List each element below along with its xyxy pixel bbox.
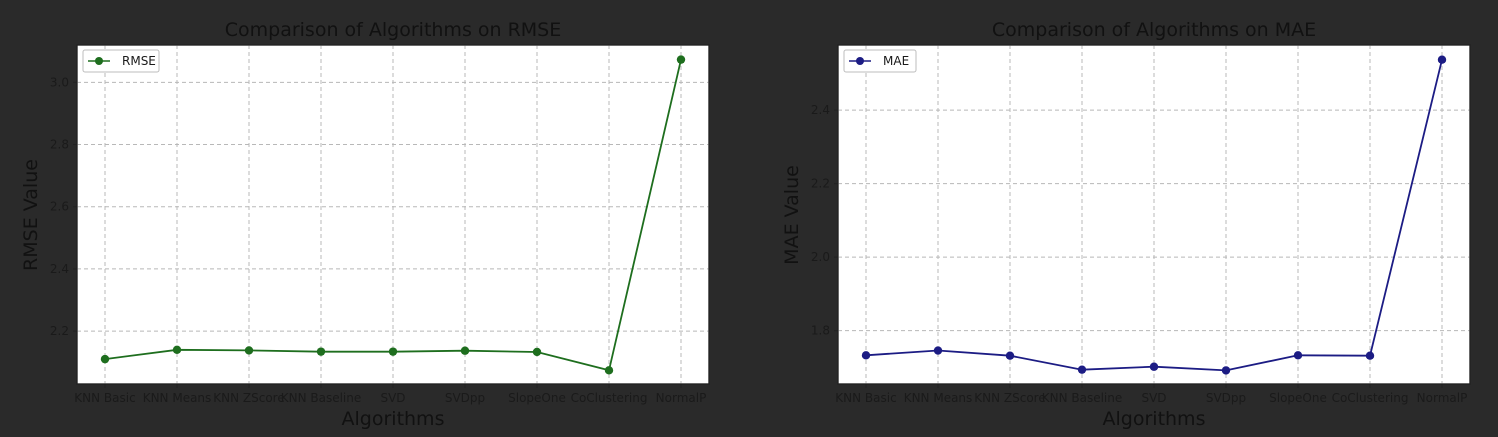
- x-tick-label: KNN Baseline: [1042, 391, 1123, 405]
- y-axis-label: RMSE Value: [20, 159, 42, 271]
- x-axis-label: Algorithms: [1103, 408, 1206, 430]
- legend-marker: [95, 57, 103, 65]
- x-tick-label: NormalP: [1417, 391, 1468, 405]
- data-point: [100, 354, 110, 364]
- x-tick-label: SVD: [1141, 391, 1166, 405]
- data-point: [604, 366, 614, 375]
- data-point: [172, 345, 182, 354]
- chart-title: Comparison of Algorithms on MAE: [992, 19, 1316, 41]
- data-point: [676, 55, 686, 64]
- legend-box: [82, 49, 160, 73]
- y-tick-label: 2.4: [811, 103, 830, 117]
- y-tick-label: 2.8: [50, 138, 69, 152]
- data-point: [316, 347, 326, 356]
- grid: [838, 45, 1470, 384]
- y-tick-label: 2.2: [811, 177, 830, 191]
- data-point: [388, 347, 398, 356]
- y-axis-label: MAE Value: [781, 165, 803, 265]
- grid: [77, 45, 709, 384]
- rmse-chart: Comparison of Algorithms on RMSE KNN Bas…: [20, 19, 710, 430]
- data-marks: [100, 55, 686, 375]
- plot-border: [76, 44, 710, 385]
- y-tick-label: 3.0: [50, 75, 69, 89]
- data-point: [1437, 55, 1447, 64]
- legend-label: MAE: [883, 54, 909, 68]
- y-tick-label: 2.6: [50, 200, 69, 214]
- legend-box: [843, 49, 917, 73]
- x-tick-label: KNN Means: [904, 391, 973, 405]
- x-tick-label: KNN Baseline: [281, 391, 362, 405]
- legend: RMSE: [82, 49, 160, 73]
- mae-chart: Comparison of Algorithms on MAE KNN Basi…: [781, 19, 1471, 430]
- x-tick-label: KNN ZScore: [213, 391, 284, 405]
- legend: MAE: [843, 49, 917, 73]
- x-tick-label: SVD: [380, 391, 405, 405]
- chart-title: Comparison of Algorithms on RMSE: [225, 19, 562, 41]
- x-axis-label: Algorithms: [342, 408, 445, 430]
- x-tick-label: KNN ZScore: [974, 391, 1045, 405]
- data-point: [1077, 365, 1087, 374]
- data-point: [532, 347, 542, 357]
- data-point: [1293, 351, 1303, 360]
- legend-label: RMSE: [122, 54, 156, 68]
- x-tick-label: SVDpp: [445, 391, 485, 405]
- x-tick-label: SlopeOne: [508, 391, 566, 405]
- data-marks: [861, 55, 1447, 375]
- data-point: [1221, 366, 1231, 375]
- x-tick-label: NormalP: [656, 391, 707, 405]
- x-tick-label: KNN Basic: [74, 391, 135, 405]
- y-tick-label: 1.8: [811, 324, 830, 338]
- data-point: [460, 346, 470, 355]
- x-tick-label: KNN Means: [143, 391, 212, 405]
- y-tick-label: 2.0: [811, 250, 830, 264]
- x-tick-label: KNN Basic: [835, 391, 896, 405]
- x-tick-label: SVDpp: [1206, 391, 1246, 405]
- plot-border: [837, 44, 1471, 385]
- data-point: [244, 346, 254, 355]
- data-point: [861, 351, 871, 360]
- data-point: [1149, 362, 1159, 371]
- y-tick-label: 2.2: [50, 324, 69, 338]
- x-tick-label: SlopeOne: [1269, 391, 1327, 405]
- x-tick-label: CoClustering: [1332, 391, 1409, 405]
- x-tick-label: CoClustering: [571, 391, 648, 405]
- data-point: [933, 346, 943, 355]
- data-point: [1005, 351, 1015, 360]
- legend-marker: [856, 57, 864, 65]
- data-point: [1365, 351, 1375, 360]
- y-tick-label: 2.4: [50, 262, 69, 276]
